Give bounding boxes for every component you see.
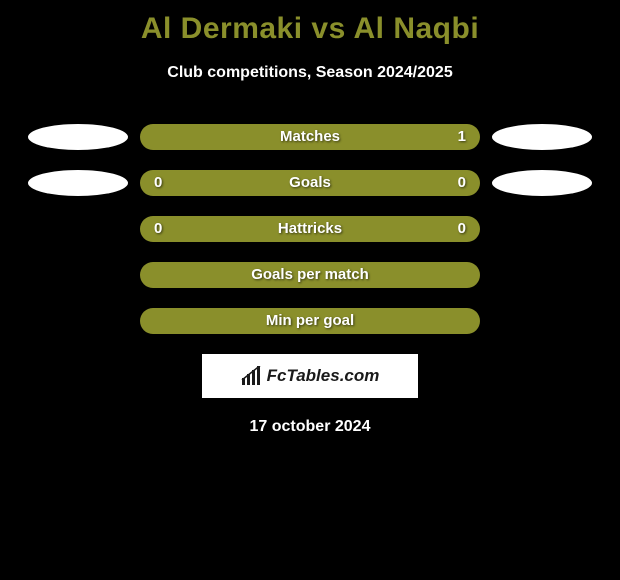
comparison-rows: Matches 1 Goals 0 0 Hattricks 0 0 Goals per matc… [0, 124, 620, 334]
page-title: Al Dermaki vs Al Naqbi [0, 0, 620, 46]
logo-inner: FcTables.com [241, 366, 380, 386]
page-subtitle: Club competitions, Season 2024/2025 [0, 64, 620, 82]
logo-box: FcTables.com [202, 354, 418, 398]
logo-text: FcTables.com [267, 366, 380, 386]
stat-label: Matches [280, 124, 340, 150]
stat-label: Hattricks [278, 216, 342, 242]
player-avatar-left [28, 124, 128, 150]
stat-row: Goals 0 0 [0, 170, 620, 196]
stat-row: Min per goal [0, 308, 620, 334]
stat-row: Matches 1 [0, 124, 620, 150]
stat-value-right: 0 [458, 170, 466, 196]
stat-row: Hattricks 0 0 [0, 216, 620, 242]
stat-label: Goals per match [251, 262, 369, 288]
stat-value-left: 0 [154, 216, 162, 242]
date-label: 17 october 2024 [0, 418, 620, 436]
player-avatar-right [492, 170, 592, 196]
logo-chart-icon [241, 366, 261, 386]
player-avatar-left [28, 170, 128, 196]
stat-row: Goals per match [0, 262, 620, 288]
player-avatar-right [492, 124, 592, 150]
stat-label: Min per goal [266, 308, 354, 334]
stat-value-right: 1 [458, 124, 466, 150]
stat-value-left: 0 [154, 170, 162, 196]
stat-value-right: 0 [458, 216, 466, 242]
stat-label: Goals [289, 170, 331, 196]
